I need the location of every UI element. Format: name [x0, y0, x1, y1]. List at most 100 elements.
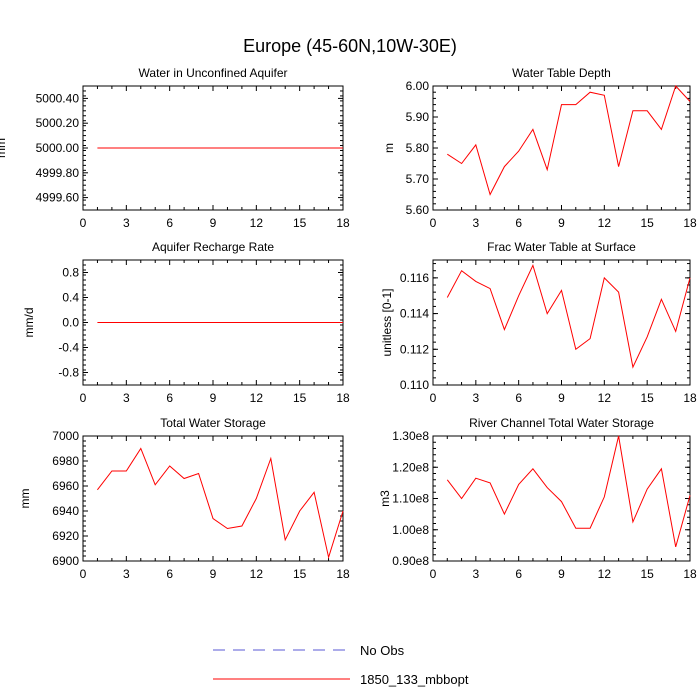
x-tick-label: 0 [80, 216, 87, 230]
x-tick-label: 18 [683, 567, 697, 581]
y-axis-label: m3 [378, 490, 392, 507]
x-tick-label: 15 [640, 567, 654, 581]
x-tick-label: 3 [123, 391, 130, 405]
x-tick-label: 12 [598, 391, 612, 405]
series-line [97, 447, 344, 560]
x-tick-label: 0 [430, 567, 437, 581]
x-tick-label: 15 [293, 391, 307, 405]
panel-4: Frac Water Table at Surface 0 3 6 9 12 15 18 0.1… [380, 240, 697, 405]
y-tick-label: 6.00 [406, 79, 430, 93]
y-tick-label: 5.70 [406, 172, 430, 186]
series-line [447, 85, 691, 196]
x-tick-label: 12 [250, 567, 264, 581]
x-tick-label: 9 [210, 567, 217, 581]
x-tick-label: 12 [598, 567, 612, 581]
x-tick-label: 3 [472, 391, 479, 405]
y-axis-label: mm/d [22, 308, 36, 338]
x-tick-label: 12 [598, 216, 612, 230]
x-tick-label: 3 [123, 216, 130, 230]
y-axis-label: m [382, 143, 396, 153]
y-tick-label: 5.80 [406, 141, 430, 155]
x-tick-label: 9 [558, 391, 565, 405]
x-tick-label: 18 [683, 216, 697, 230]
x-tick-label: 12 [250, 216, 264, 230]
y-tick-label: 4999.60 [36, 191, 80, 205]
x-tick-label: 0 [430, 391, 437, 405]
x-tick-label: 15 [640, 216, 654, 230]
x-tick-label: 12 [250, 391, 264, 405]
panel-1: Water in Unconfined Aquifer 0 3 6 9 12 15 18 499… [0, 66, 350, 230]
panel-2: Water Table Depth 0 3 6 9 12 15 18 5.60 5.70 5.80 5… [382, 66, 697, 230]
x-tick-label: 15 [293, 216, 307, 230]
y-tick-label: 1.10e8 [392, 492, 429, 506]
x-tick-label: 15 [293, 567, 307, 581]
x-tick-label: 18 [336, 391, 350, 405]
y-tick-label: 5000.00 [36, 141, 80, 155]
x-tick-label: 6 [515, 567, 522, 581]
y-tick-label: 7000 [52, 429, 79, 443]
panel-title: Frac Water Table at Surface [487, 240, 636, 254]
series-line [446, 435, 691, 548]
y-tick-label: 6980 [52, 454, 79, 468]
y-tick-label: 5000.20 [36, 116, 80, 130]
panel-5: Total Water Storage 0 3 6 9 12 15 18 6900 6920 694… [18, 416, 350, 581]
y-tick-label: 5000.40 [36, 91, 80, 105]
figure-title: Europe (45-60N,10W-30E) [243, 36, 457, 56]
y-axis-label: mm [18, 489, 32, 509]
y-tick-label: 5.60 [406, 203, 430, 217]
panel-title: Water Table Depth [512, 66, 611, 80]
x-tick-label: 3 [472, 216, 479, 230]
y-tick-label: 0.114 [400, 307, 429, 321]
panel-title: Water in Unconfined Aquifer [139, 66, 288, 80]
x-tick-label: 6 [166, 567, 173, 581]
x-tick-label: 15 [640, 391, 654, 405]
panel-3: Aquifer Recharge Rate 0 3 6 9 12 15 18 -0.8 -0.4 0… [22, 240, 350, 405]
panel-title: Aquifer Recharge Rate [152, 240, 274, 254]
panel-title: River Channel Total Water Storage [469, 416, 654, 430]
panel-title: Total Water Storage [160, 416, 266, 430]
y-tick-label: -0.4 [58, 341, 79, 355]
x-tick-label: 6 [166, 216, 173, 230]
y-axis-label: mm [0, 138, 8, 158]
legend-label-obs: No Obs [360, 643, 405, 658]
y-tick-label: 1.30e8 [392, 429, 429, 443]
y-tick-label: 0.110 [400, 378, 429, 392]
x-tick-label: 6 [515, 216, 522, 230]
y-tick-label: 5.90 [406, 110, 430, 124]
plot-frame [82, 435, 344, 562]
y-tick-label: 6900 [52, 554, 79, 568]
y-tick-label: 1.20e8 [392, 460, 429, 474]
x-tick-label: 18 [336, 567, 350, 581]
y-tick-label: 4999.80 [36, 166, 80, 180]
x-tick-label: 9 [558, 567, 565, 581]
y-tick-label: 1.00e8 [392, 523, 429, 537]
x-tick-label: 9 [210, 391, 217, 405]
x-tick-label: 0 [430, 216, 437, 230]
y-tick-label: 0.90e8 [392, 554, 429, 568]
x-tick-label: 6 [166, 391, 173, 405]
x-tick-label: 6 [515, 391, 522, 405]
y-tick-label: 0.8 [62, 266, 79, 280]
x-tick-label: 9 [558, 216, 565, 230]
panels: Water in Unconfined Aquifer 0 3 6 9 12 15 18 499… [0, 66, 697, 581]
x-tick-label: 9 [210, 216, 217, 230]
y-tick-label: 6920 [52, 529, 79, 543]
x-tick-label: 18 [683, 391, 697, 405]
y-tick-label: 0.116 [400, 271, 429, 285]
y-tick-label: 0.4 [62, 291, 79, 305]
x-tick-label: 3 [123, 567, 130, 581]
x-tick-label: 0 [80, 391, 87, 405]
x-tick-label: 3 [472, 567, 479, 581]
y-tick-label: 0.112 [400, 342, 429, 356]
plot-frame [432, 435, 691, 562]
x-tick-label: 0 [80, 567, 87, 581]
x-tick-label: 18 [336, 216, 350, 230]
legend: No Obs 1850_133_mbbopt [213, 643, 469, 687]
series-line [446, 263, 691, 369]
panel-6: River Channel Total Water Storage 0 3 6 9 12 1… [378, 416, 697, 581]
y-tick-label: 0.0 [62, 316, 79, 330]
legend-label-model: 1850_133_mbbopt [360, 672, 469, 687]
y-tick-label: -0.8 [58, 366, 79, 380]
